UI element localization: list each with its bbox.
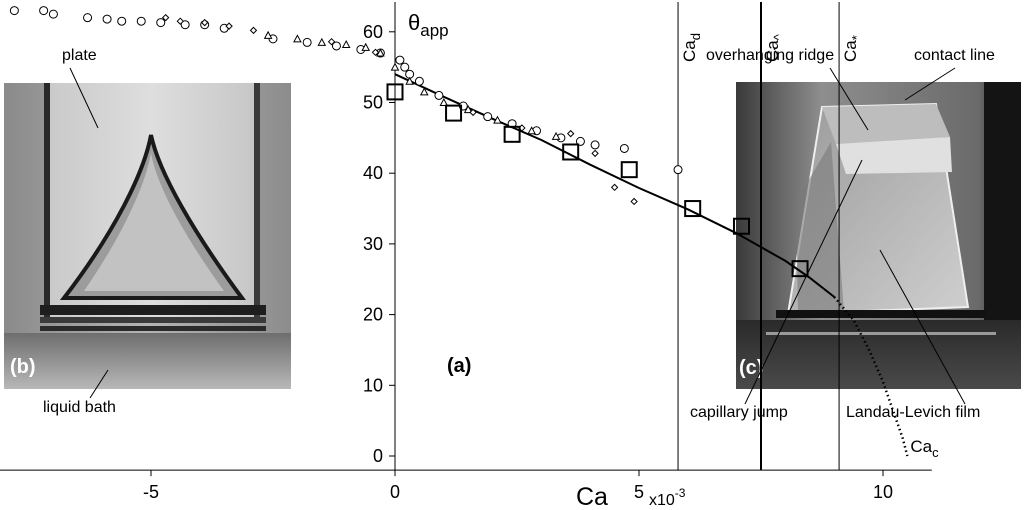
reference-line-label: Ca^ <box>763 33 786 62</box>
circle-marker <box>9 6 19 16</box>
circle-marker <box>400 62 410 72</box>
triangle-marker <box>439 97 449 106</box>
circle-marker <box>136 16 146 26</box>
endpoint-label: Cac <box>910 437 939 460</box>
y-tick-label: 0 <box>373 446 383 466</box>
triangle-marker <box>493 115 502 124</box>
triangle-marker <box>405 76 414 85</box>
liquid-bath-label: liquid bath <box>43 399 116 416</box>
landau-levich-label: Landau-Levich film <box>846 404 981 421</box>
x-axis-multiplier: x10-3 <box>649 486 686 509</box>
circle-marker <box>575 136 585 146</box>
square-marker <box>684 200 702 218</box>
reference-line-subscript: d <box>688 33 703 40</box>
reference-line-subscript: * <box>849 35 864 40</box>
reference-line-label: Cad <box>680 33 703 62</box>
triangle-marker <box>463 105 473 114</box>
diamond-marker <box>469 108 477 117</box>
plate-label: plate <box>62 47 97 64</box>
reference-line-subscript: ^ <box>771 33 786 40</box>
capillary-jump-label: capillary jump <box>690 404 788 421</box>
x-tick-label: 0 <box>390 482 400 502</box>
x-tick-label: 5 <box>634 482 644 502</box>
x-tick-label: -5 <box>143 482 159 502</box>
circle-marker <box>39 6 49 16</box>
square-marker <box>791 260 809 278</box>
triangle-marker <box>341 39 351 49</box>
square-marker <box>562 143 580 161</box>
diamond-marker <box>200 18 209 27</box>
y-tick-label: 50 <box>363 93 383 113</box>
triangle-marker <box>317 37 327 46</box>
square-marker <box>732 217 750 235</box>
circle-marker <box>302 37 312 47</box>
circle-marker <box>102 14 112 24</box>
contact-line-label: contact line <box>914 47 995 64</box>
x-tick-label: 10 <box>873 482 893 502</box>
circle-marker <box>180 20 190 30</box>
diamond-marker <box>225 22 233 30</box>
diamond-marker <box>249 26 258 35</box>
x-axis-title: Ca <box>576 483 608 510</box>
circle-marker <box>414 76 424 86</box>
triangle-marker <box>390 62 400 71</box>
y-tick-label: 40 <box>363 163 383 183</box>
x-axis-multiplier-exponent: -3 <box>675 486 686 500</box>
circle-marker <box>434 90 444 100</box>
y-tick-label: 20 <box>363 305 383 325</box>
triangle-marker <box>263 30 273 39</box>
y-tick-label: 10 <box>363 375 383 395</box>
diamond-marker <box>161 13 170 22</box>
photo-b-image <box>4 83 291 389</box>
circle-marker <box>331 41 341 51</box>
y-tick-label: 30 <box>363 234 383 254</box>
circle-marker <box>395 55 405 65</box>
circle-marker <box>673 165 683 175</box>
diamond-marker <box>630 197 638 206</box>
circle-marker <box>619 143 629 153</box>
triangle-marker <box>527 126 536 135</box>
circle-marker <box>590 140 600 150</box>
diamond-marker <box>371 48 380 57</box>
triangle-marker <box>419 87 429 96</box>
triangle-marker <box>551 131 561 140</box>
square-marker <box>503 125 521 143</box>
circle-marker <box>48 9 58 19</box>
square-marker <box>386 83 404 101</box>
diamond-marker <box>610 183 619 192</box>
circle-marker <box>117 16 127 26</box>
triangle-marker <box>361 42 371 51</box>
square-marker <box>445 104 463 122</box>
fit-curve-dotted <box>833 296 909 457</box>
triangle-marker <box>293 34 302 43</box>
reference-line-label: Ca* <box>841 35 864 62</box>
circle-marker <box>156 18 166 28</box>
panel-b-tag: (b) <box>10 356 36 378</box>
diamond-marker <box>176 17 184 25</box>
circle-marker <box>83 13 93 23</box>
photo-panel-b <box>4 83 291 389</box>
square-marker <box>620 161 638 179</box>
overhanging-ridge-label: overhanging ridge <box>706 47 835 64</box>
endpoint-label-subscript: c <box>932 445 939 460</box>
panel-a-tag: (a) <box>447 355 471 377</box>
y-tick-label: 60 <box>363 22 383 42</box>
diamond-marker <box>591 149 599 158</box>
diamond-marker <box>566 129 575 138</box>
circle-marker <box>483 112 493 122</box>
diamond-marker <box>327 37 336 46</box>
y-axis-title-subscript: app <box>420 21 448 40</box>
y-axis-title: θapp <box>408 10 449 40</box>
